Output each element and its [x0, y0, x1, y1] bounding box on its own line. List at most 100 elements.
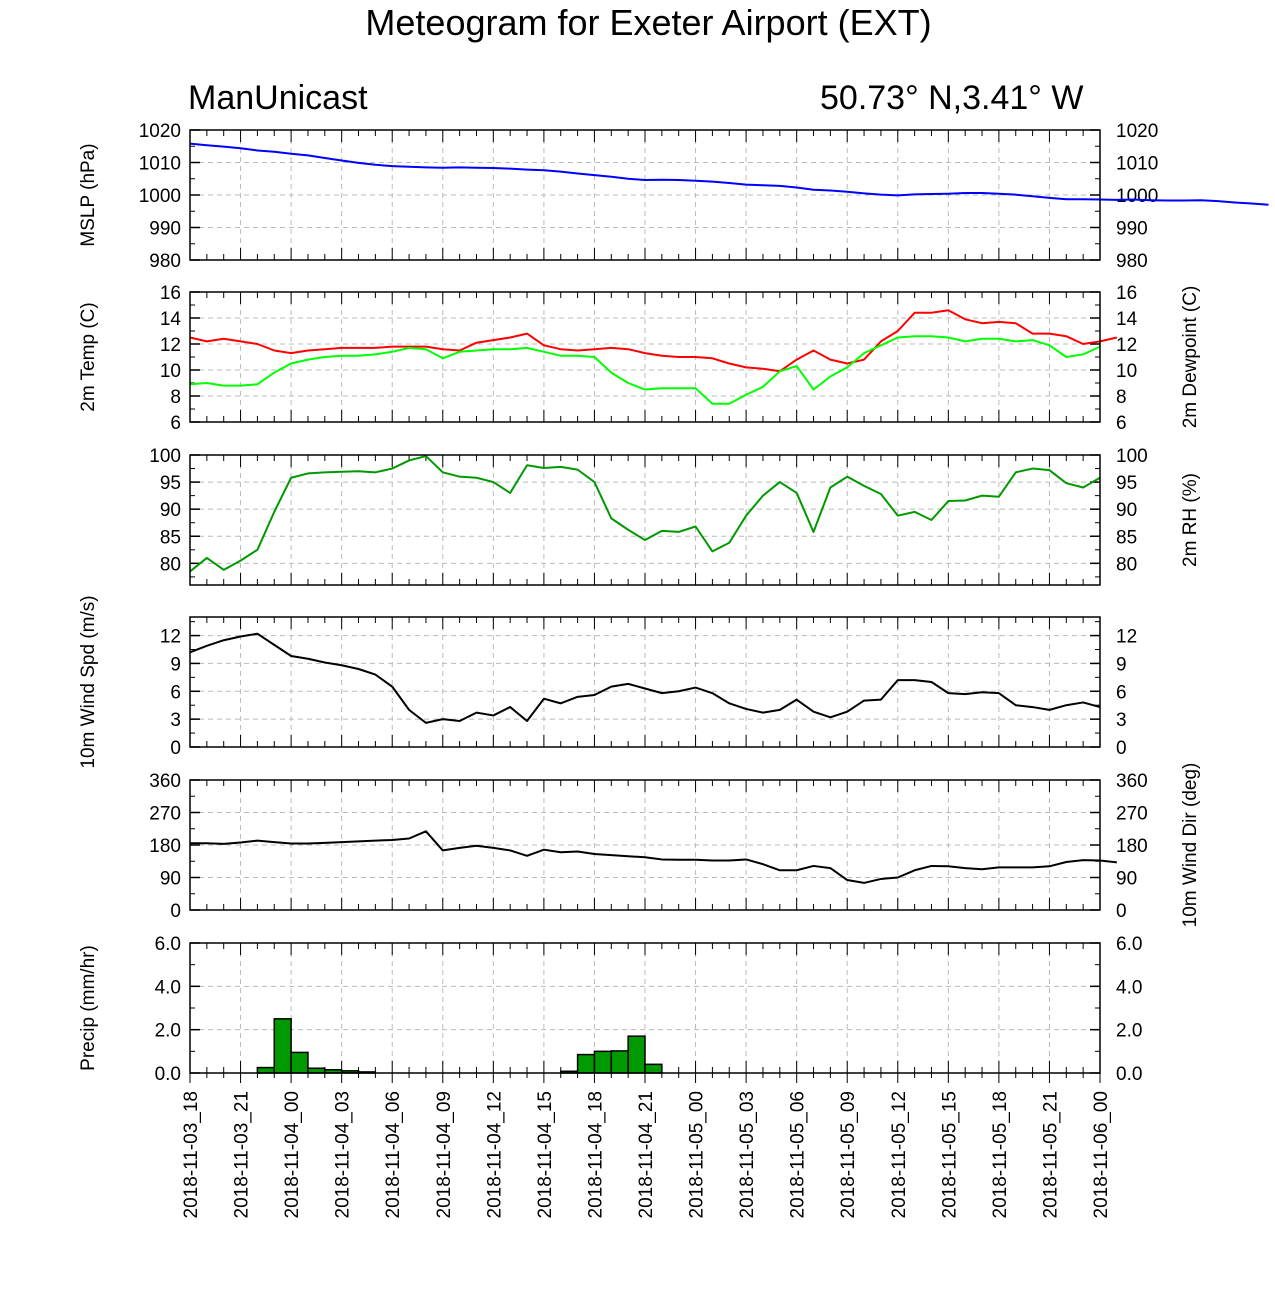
- y-tick-label: 4.0: [1116, 977, 1142, 998]
- y-tick-label: 270: [1116, 804, 1148, 825]
- y-tick-label: 990: [149, 219, 181, 240]
- precip-bar: [627, 1035, 646, 1074]
- y-tick-label: 12: [160, 627, 181, 648]
- y-tick-label: 100: [149, 446, 181, 467]
- panel-frame: [189, 616, 1101, 748]
- y-tick-label: 12: [1116, 335, 1137, 356]
- x-tick-label: 2018-11-05_18: [990, 1091, 1011, 1218]
- y-tick-label: 85: [1116, 527, 1137, 548]
- y-tick-label: 12: [1116, 627, 1137, 648]
- y-tick-label: 0: [1116, 738, 1127, 759]
- y-tick-label: 360: [149, 771, 181, 792]
- x-tick-label: 2018-11-06_00: [1091, 1091, 1112, 1218]
- x-tick-label: 2018-11-04_03: [333, 1091, 354, 1218]
- precip-bar: [576, 1053, 596, 1074]
- y-tick-label: 4.0: [155, 977, 181, 998]
- precip-bar: [273, 1018, 292, 1074]
- x-tick-label: 2018-11-05_09: [838, 1091, 859, 1218]
- x-tick-label: 2018-11-04_06: [383, 1091, 404, 1218]
- y-tick-label: 90: [160, 869, 181, 890]
- station-coordinates: 50.73° N,3.41° W: [820, 79, 1084, 117]
- y-axis-label-right: 2m RH (%): [1180, 473, 1201, 567]
- y-axis-label: MSLP (hPa): [78, 143, 99, 246]
- series-line: [189, 455, 1101, 573]
- y-axis-label: Precip (mm/hr): [78, 945, 99, 1071]
- y-tick-label: 12: [160, 335, 181, 356]
- y-tick-label: 9: [1116, 654, 1127, 675]
- panel-frame: [189, 291, 1101, 423]
- model-name: ManUnicast: [188, 79, 368, 117]
- y-tick-label: 80: [160, 554, 181, 575]
- y-axis-label-right: 10m Wind Dir (deg): [1180, 763, 1201, 928]
- y-tick-label: 980: [149, 251, 181, 272]
- x-tick-label: 2018-11-03_21: [232, 1091, 253, 1218]
- y-tick-label: 14: [160, 309, 182, 330]
- precip-bar: [593, 1050, 613, 1074]
- y-tick-label: 0: [170, 901, 181, 922]
- precip-bar: [644, 1063, 663, 1074]
- x-tick-label: 2018-11-05_06: [788, 1091, 809, 1218]
- y-tick-label: 90: [1116, 500, 1137, 521]
- y-tick-label: 1010: [139, 154, 181, 175]
- precip-bar: [256, 1066, 276, 1074]
- y-tick-label: 0.0: [155, 1064, 181, 1085]
- y-tick-label: 90: [1116, 869, 1137, 890]
- series-line: [189, 335, 1101, 405]
- x-tick-label: 2018-11-04_15: [535, 1091, 556, 1218]
- y-tick-label: 80: [1116, 554, 1137, 575]
- y-tick-label: 180: [149, 836, 181, 857]
- y-tick-label: 0.0: [1116, 1064, 1142, 1085]
- precip-bar: [290, 1051, 309, 1074]
- series-line: [189, 142, 1269, 206]
- panel-frame: [189, 129, 1101, 261]
- x-tick-label: 2018-11-04_09: [434, 1091, 455, 1218]
- y-tick-label: 95: [1116, 473, 1137, 494]
- y-tick-label: 100: [1116, 446, 1148, 467]
- y-tick-label: 1020: [139, 121, 181, 142]
- y-tick-label: 6: [1116, 413, 1127, 434]
- y-tick-label: 6.0: [1116, 934, 1142, 955]
- y-tick-label: 1000: [1116, 186, 1158, 207]
- y-axis-label: 10m Wind Spd (m/s): [78, 595, 99, 768]
- x-tick-label: 2018-11-05_15: [939, 1091, 960, 1218]
- y-tick-label: 2.0: [1116, 1021, 1142, 1042]
- y-tick-label: 360: [1116, 771, 1148, 792]
- precip-bar: [610, 1050, 629, 1074]
- y-tick-label: 10: [1116, 361, 1137, 382]
- x-tick-label: 2018-11-03_18: [181, 1091, 202, 1218]
- y-tick-label: 8: [170, 387, 181, 408]
- y-tick-label: 16: [160, 283, 181, 304]
- y-tick-label: 0: [1116, 901, 1127, 922]
- y-tick-label: 3: [170, 710, 181, 731]
- y-tick-label: 6: [170, 682, 181, 703]
- y-tick-label: 3: [1116, 710, 1127, 731]
- x-tick-label: 2018-11-05_03: [737, 1091, 758, 1218]
- y-axis-label-right: 2m Dewpoint (C): [1180, 286, 1201, 429]
- y-tick-label: 1000: [139, 186, 181, 207]
- panel-frame: [189, 779, 1101, 911]
- y-tick-label: 6: [170, 413, 181, 434]
- y-tick-label: 990: [1116, 219, 1148, 240]
- x-tick-label: 2018-11-04_00: [282, 1091, 303, 1218]
- x-tick-label: 2018-11-05_00: [687, 1091, 708, 1218]
- y-tick-label: 980: [1116, 251, 1148, 272]
- y-tick-label: 14: [1116, 309, 1138, 330]
- y-tick-label: 6.0: [155, 934, 181, 955]
- y-tick-label: 6: [1116, 682, 1127, 703]
- y-tick-label: 90: [160, 500, 181, 521]
- series-line: [189, 632, 1101, 724]
- x-tick-label: 2018-11-05_21: [1040, 1091, 1061, 1218]
- y-tick-label: 270: [149, 804, 181, 825]
- y-tick-label: 16: [1116, 283, 1137, 304]
- x-tick-label: 2018-11-04_21: [636, 1091, 657, 1218]
- y-tick-label: 10: [160, 361, 181, 382]
- series-line: [189, 309, 1118, 373]
- y-tick-label: 180: [1116, 836, 1148, 857]
- series-line: [190, 830, 1117, 884]
- chart-title: Meteogram for Exeter Airport (EXT): [365, 2, 932, 43]
- y-tick-label: 95: [160, 473, 181, 494]
- y-tick-label: 1010: [1116, 154, 1158, 175]
- x-tick-label: 2018-11-04_18: [585, 1091, 606, 1218]
- y-tick-label: 8: [1116, 387, 1127, 408]
